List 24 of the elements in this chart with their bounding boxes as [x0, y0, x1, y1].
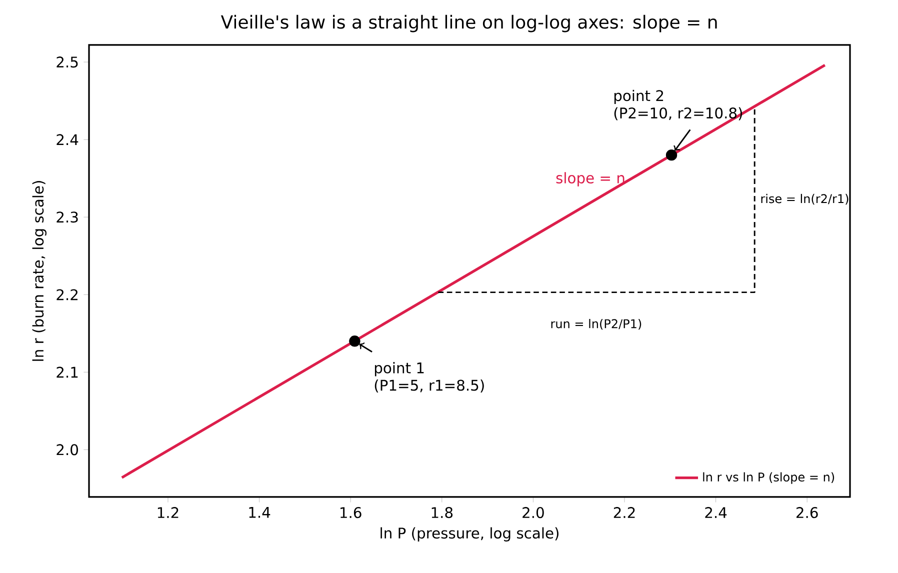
y-tick-label: 2.2 [56, 289, 78, 300]
x-axis-title: ln P (pressure, log scale) [380, 527, 558, 542]
x-tick-label: 1.8 [432, 507, 453, 518]
x-tick-label: 1.6 [340, 507, 362, 518]
x-tick-label: 1.4 [249, 507, 270, 518]
legend-label: ln r vs ln P (slope = n) [703, 472, 834, 484]
x-tick-label: 2.4 [705, 507, 727, 518]
x-tick-label: 1.2 [158, 507, 178, 518]
x-tick-label: 2.6 [796, 507, 818, 518]
y-tick-label: 2.0 [56, 444, 78, 456]
x-tick-label: 2.0 [522, 507, 544, 518]
x-tick-label: 2.2 [614, 507, 635, 518]
y-tick-label: 2.5 [56, 56, 78, 68]
annotation: point 1 [374, 362, 424, 376]
annotation: rise = ln(r2/r1) [761, 194, 848, 205]
y-tick-label: 2.3 [56, 212, 78, 223]
chart-title: Vieille's law is a straight line on log-log axes: slope = n [220, 14, 717, 32]
annotation: (P2=10, r2=10.8) [614, 107, 742, 120]
y-tick-label: 2.1 [56, 366, 78, 378]
annotation: (P1=5, r1=8.5) [374, 379, 484, 392]
annotation: run = ln(P2/P1) [551, 318, 642, 330]
y-tick-label: 2.4 [56, 134, 78, 146]
annotation: point 2 [614, 90, 664, 104]
y-axis-title: ln r (burn rate, log scale) [32, 181, 46, 361]
